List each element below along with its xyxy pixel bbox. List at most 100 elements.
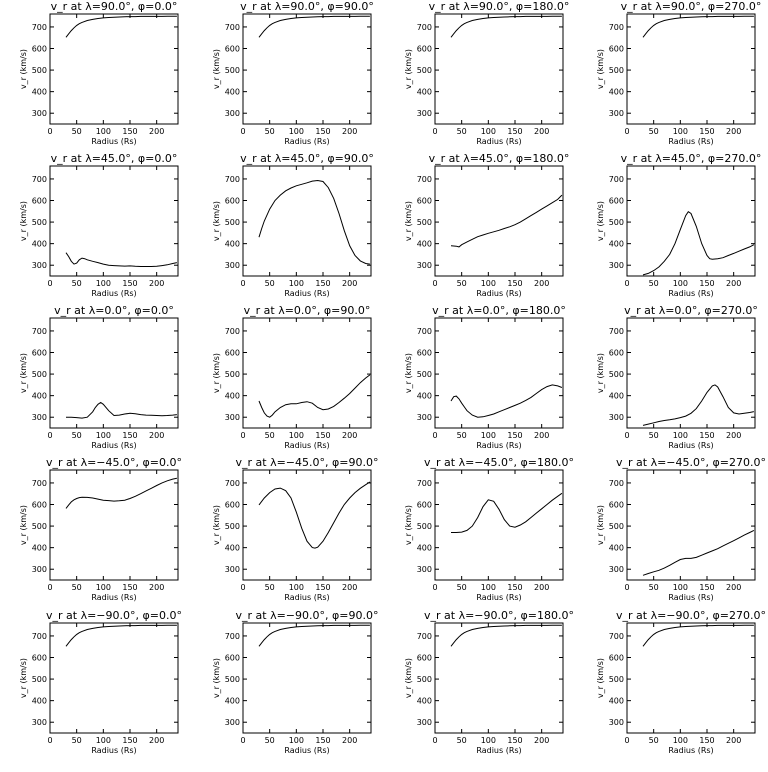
y-tick-label: 500 [609, 370, 624, 379]
x-tick-label: 150 [699, 279, 714, 288]
y-tick-label: 500 [417, 675, 432, 684]
x-tick-label: 50 [457, 583, 467, 592]
x-tick-label: 50 [649, 279, 659, 288]
y-tick-label: 400 [32, 544, 47, 553]
y-axis-label: v_r (km/s) [596, 201, 605, 241]
x-tick-label: 0 [47, 431, 52, 440]
y-tick-label: 700 [417, 632, 432, 641]
plot-frame [242, 317, 372, 429]
plot-frame [49, 469, 179, 581]
y-tick-label: 300 [225, 565, 240, 574]
plot-frame [434, 469, 564, 581]
x-tick-label: 200 [342, 431, 357, 440]
plot-frame [242, 13, 372, 125]
y-tick-label: 400 [225, 392, 240, 401]
plot-frame [434, 622, 564, 734]
y-axis-label: v_r (km/s) [19, 353, 28, 393]
x-axis-label: Radius (Rs) [476, 441, 521, 450]
y-tick-label: 400 [225, 240, 240, 249]
x-tick-label: 200 [534, 279, 549, 288]
panel-title: v_r at λ=−90.0°, φ=0.0° [46, 609, 182, 622]
y-tick-label: 400 [32, 88, 47, 97]
x-tick-label: 200 [726, 583, 741, 592]
x-tick-label: 100 [96, 736, 111, 745]
panel-10: 0 50 100 150 200 300 400 500 600 700 v_r at λ=0.0°… [404, 304, 566, 450]
y-tick-label: 500 [32, 522, 47, 531]
y-tick-label: 300 [609, 718, 624, 727]
x-tick-label: 50 [72, 583, 82, 592]
x-tick-label: 50 [72, 279, 82, 288]
x-tick-label: 50 [649, 127, 659, 136]
x-tick-label: 100 [673, 736, 688, 745]
y-tick-label: 600 [609, 654, 624, 663]
series-line [642, 529, 755, 576]
x-tick-label: 0 [47, 583, 52, 592]
y-tick-label: 700 [609, 23, 624, 32]
y-tick-label: 500 [609, 218, 624, 227]
panel-2: 0 50 100 150 200 300 400 500 600 700 v_r at λ=90.0… [404, 0, 569, 146]
x-tick-label: 200 [149, 127, 164, 136]
plot-frame [49, 317, 179, 429]
x-tick-label: 100 [673, 431, 688, 440]
y-tick-label: 600 [417, 197, 432, 206]
series-line [65, 624, 177, 647]
x-tick-label: 200 [342, 583, 357, 592]
x-tick-label: 200 [534, 583, 549, 592]
y-tick-label: 500 [225, 370, 240, 379]
x-tick-label: 200 [149, 431, 164, 440]
x-tick-label: 0 [240, 279, 245, 288]
x-axis-label: Radius (Rs) [668, 746, 713, 755]
series-line [642, 384, 755, 426]
y-tick-label: 700 [609, 479, 624, 488]
series-line [642, 211, 755, 276]
x-tick-label: 50 [265, 431, 275, 440]
x-tick-label: 150 [507, 127, 522, 136]
x-tick-label: 50 [265, 279, 275, 288]
plot-frame [434, 317, 564, 429]
y-tick-label: 300 [417, 109, 432, 118]
y-tick-label: 700 [609, 327, 624, 336]
y-axis-label: v_r (km/s) [404, 49, 413, 89]
y-tick-label: 700 [417, 327, 432, 336]
x-axis-label: Radius (Rs) [476, 593, 521, 602]
x-tick-label: 150 [699, 583, 714, 592]
panel-title: v_r at λ=90.0°, φ=180.0° [429, 0, 570, 13]
x-tick-label: 200 [342, 736, 357, 745]
y-tick-label: 300 [417, 413, 432, 422]
x-axis-label: Radius (Rs) [91, 289, 136, 298]
x-tick-label: 50 [649, 583, 659, 592]
y-tick-label: 500 [32, 675, 47, 684]
x-tick-label: 50 [457, 127, 467, 136]
x-tick-label: 0 [432, 127, 437, 136]
y-tick-label: 400 [417, 544, 432, 553]
panel-title: v_r at λ=90.0°, φ=270.0° [621, 0, 762, 13]
x-tick-label: 50 [457, 279, 467, 288]
panel-title: v_r at λ=45.0°, φ=180.0° [429, 152, 570, 165]
panel-title: v_r at λ=0.0°, φ=90.0° [244, 304, 371, 317]
y-axis-label: v_r (km/s) [596, 658, 605, 698]
y-tick-label: 300 [417, 261, 432, 270]
x-tick-label: 200 [534, 736, 549, 745]
x-tick-label: 50 [649, 431, 659, 440]
x-tick-label: 50 [649, 736, 659, 745]
y-tick-label: 500 [417, 66, 432, 75]
panel-title: v_r at λ=45.0°, φ=90.0° [240, 152, 374, 165]
y-axis-label: v_r (km/s) [404, 658, 413, 698]
y-tick-label: 600 [225, 501, 240, 510]
x-tick-label: 100 [481, 736, 496, 745]
x-tick-label: 100 [96, 279, 111, 288]
y-tick-label: 600 [417, 349, 432, 358]
y-tick-label: 700 [225, 479, 240, 488]
series-line [65, 15, 177, 38]
x-tick-label: 100 [289, 127, 304, 136]
x-tick-label: 150 [122, 279, 137, 288]
panel-title: v_r at λ=−90.0°, φ=180.0° [424, 609, 574, 622]
x-axis-label: Radius (Rs) [476, 137, 521, 146]
x-tick-label: 150 [507, 736, 522, 745]
y-axis-label: v_r (km/s) [596, 505, 605, 545]
panel-title: v_r at λ=−90.0°, φ=90.0° [236, 609, 379, 622]
y-tick-label: 400 [609, 697, 624, 706]
x-tick-label: 200 [534, 127, 549, 136]
